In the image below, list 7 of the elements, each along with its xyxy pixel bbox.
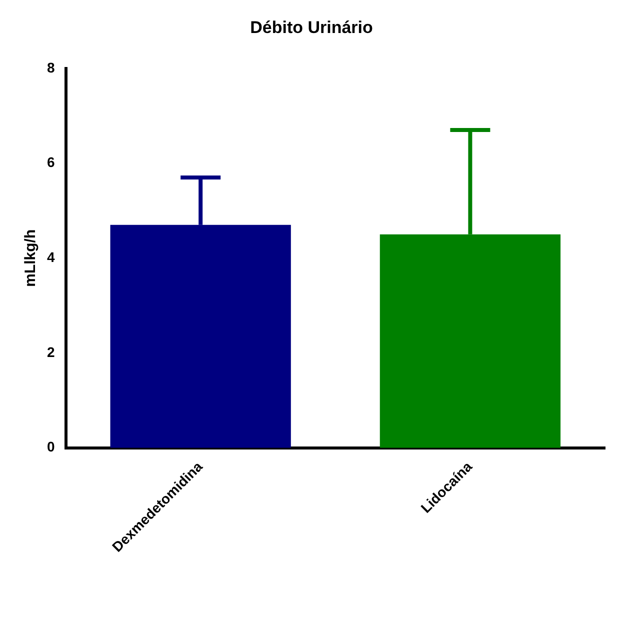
y-axis-title: mLlkg/h [22, 229, 40, 287]
y-tick-label: 0 [46, 438, 55, 455]
chart-title: Débito Urinário [250, 18, 373, 37]
y-tick-label: 4 [46, 248, 55, 265]
y-tick-label: 2 [46, 344, 55, 360]
y-tick-label: 8 [46, 59, 55, 76]
y-tick-label: 6 [46, 154, 55, 170]
